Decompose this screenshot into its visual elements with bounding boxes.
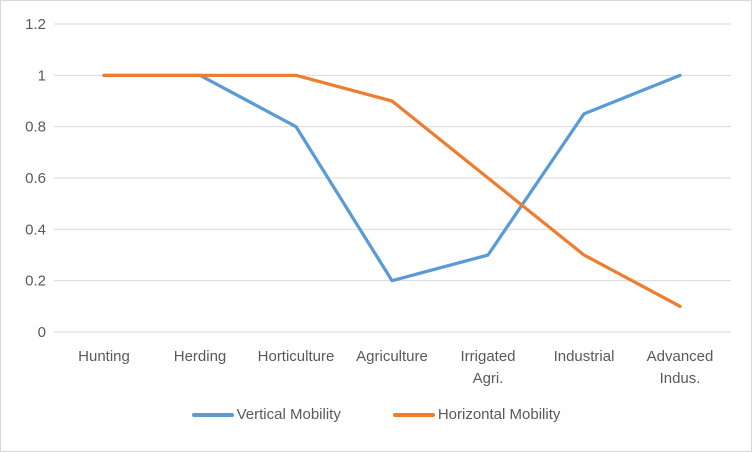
y-axis-tick-label-0: 0 <box>38 324 46 341</box>
chart-legend: Vertical Mobility Horizontal Mobility <box>1 406 751 423</box>
y-axis-tick-label-0.6: 0.6 <box>25 170 46 187</box>
x-axis-label-industrial: Industrial <box>554 348 615 365</box>
x-axis-label-herding: Herding <box>174 348 227 365</box>
series-line-horizontal-mobility[interactable] <box>102 73 682 308</box>
legend-label-horizontal-mobility: Horizontal Mobility <box>437 406 561 423</box>
y-axis-tick-label-1: 1 <box>38 67 46 84</box>
x-axis-label-agriculture: Agriculture <box>356 348 428 365</box>
y-axis-tick-label-0.8: 0.8 <box>25 119 46 136</box>
y-axis-tick-label-0.2: 0.2 <box>25 273 46 290</box>
x-axis-label-irrigated-agri-: Irrigated <box>460 348 515 365</box>
x-axis-label-irrigated-agri-: Agri. <box>473 370 504 387</box>
x-axis-label-horticulture: Horticulture <box>258 348 335 365</box>
legend-item-vertical-mobility[interactable]: Vertical Mobility <box>191 406 341 423</box>
legend-item-horizontal-mobility[interactable]: Horizontal Mobility <box>392 406 561 423</box>
vertical-mobility-line-swatch <box>191 412 234 417</box>
x-axis-label-hunting: Hunting <box>78 348 130 365</box>
x-axis-label-advanced-indus-: Advanced <box>647 348 714 365</box>
legend-label-vertical-mobility: Vertical Mobility <box>236 406 341 423</box>
x-axis-label-advanced-indus-: Indus. <box>660 370 701 387</box>
y-axis-tick-label-1.2: 1.2 <box>25 16 46 33</box>
horizontal-mobility-line-swatch <box>392 412 435 417</box>
y-axis-tick-label-0.4: 0.4 <box>25 221 46 238</box>
